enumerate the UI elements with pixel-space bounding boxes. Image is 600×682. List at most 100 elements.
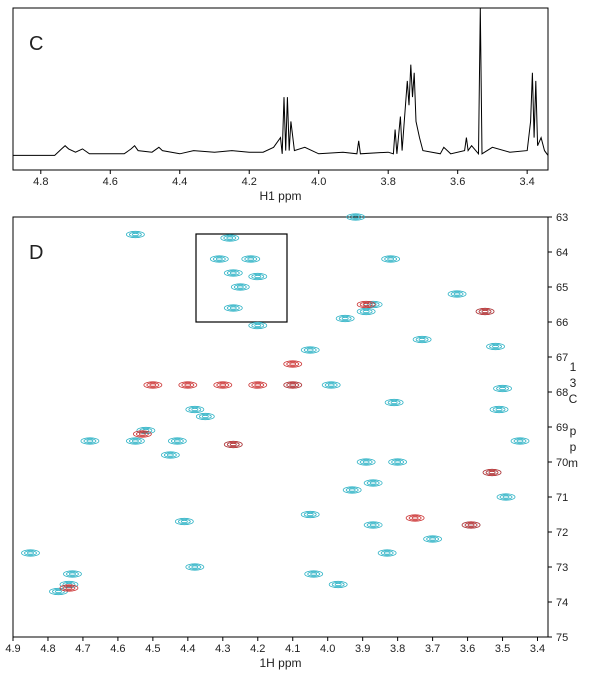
peak-contour (62, 585, 76, 591)
peak-contour (223, 269, 243, 277)
peak (510, 437, 530, 445)
peak (377, 549, 397, 557)
peak-contour (356, 300, 376, 309)
peak-contour (24, 550, 37, 556)
peak-contour (341, 316, 349, 321)
peak-contour (52, 588, 65, 595)
x-tick-label: 4.3 (215, 643, 230, 655)
peak (412, 335, 432, 344)
peak-contour (149, 383, 157, 387)
peak-contour (289, 362, 297, 366)
peak-contour (254, 274, 262, 279)
peak-contour (251, 382, 265, 388)
peak-contour (251, 322, 265, 329)
peak-contour (467, 523, 475, 527)
peak-contour (216, 382, 230, 388)
peak (209, 255, 229, 263)
peak (328, 580, 348, 589)
peak-contour (132, 430, 152, 438)
peak-contour (229, 306, 237, 310)
peak (482, 468, 502, 477)
peak-contour (215, 257, 223, 261)
y-tick-label: 63 (556, 212, 568, 224)
x-tick-label: 3.6 (460, 643, 475, 655)
peak-contour (387, 257, 395, 261)
peak-contour (453, 292, 461, 296)
y-axis-label: 13C ppm (566, 360, 580, 472)
peak-contour (135, 431, 149, 437)
y-tick-label: 73 (556, 562, 568, 574)
peak (248, 272, 268, 281)
peak-contour (450, 291, 464, 297)
peak-contour (306, 512, 314, 517)
peak-contour (220, 234, 240, 242)
peak-contour (21, 549, 40, 557)
peak-contour (59, 580, 79, 589)
peak-contour (390, 400, 398, 405)
y-tick-label: 68 (556, 387, 568, 399)
x-tick-label: 3.6 (450, 176, 465, 188)
peak-contour (178, 381, 198, 389)
peak-contour (300, 346, 320, 354)
peak-contour (226, 441, 240, 448)
peak-contour (363, 521, 383, 529)
peak-contour (513, 438, 527, 444)
peak-contour (415, 336, 429, 343)
x-tick-label: 3.4 (520, 176, 535, 188)
peak-contour (195, 412, 215, 421)
peak-contour (177, 518, 191, 525)
peak-contour (230, 283, 250, 291)
peak-contour (408, 515, 422, 521)
peak-contour (66, 571, 79, 577)
peak-contour (342, 486, 362, 494)
peak-contour (363, 479, 383, 487)
peak (321, 381, 341, 389)
peak-contour (209, 255, 229, 263)
peak-contour (327, 383, 335, 387)
peak (248, 321, 268, 330)
peak (174, 517, 194, 526)
peak-contour (248, 381, 268, 389)
peak (167, 437, 187, 445)
peak (356, 458, 376, 466)
peak (248, 381, 268, 389)
x-tick-label: 4.2 (250, 643, 265, 655)
peak (160, 451, 180, 459)
peak-contour (128, 231, 142, 238)
peak-contour (426, 536, 440, 542)
peak-contour (185, 405, 205, 414)
peak (475, 307, 495, 316)
peak-contour (346, 213, 366, 221)
peak-contour (369, 481, 377, 485)
peak-contour (173, 439, 181, 443)
peak-contour (324, 382, 338, 388)
peak-contour (303, 511, 317, 518)
peak (220, 234, 240, 242)
peak-contour (387, 399, 401, 406)
x-tick-label: 3.7 (425, 643, 440, 655)
peak-contour (300, 510, 320, 519)
peak-contour (335, 314, 355, 323)
x-tick-label: 4.2 (242, 176, 257, 188)
peak (223, 304, 243, 312)
x-axis-label: H1 ppm (259, 189, 301, 203)
peak-contour (412, 335, 432, 344)
peak-contour (188, 406, 202, 413)
peak-contour (283, 360, 303, 368)
x-tick-label: 4.8 (40, 643, 55, 655)
peak-contour (138, 432, 146, 436)
peak-contour (482, 468, 502, 477)
peak-contour (411, 516, 419, 520)
peak-contour (163, 452, 177, 458)
peak-contour (247, 257, 255, 261)
peak (363, 521, 383, 529)
peak-contour (83, 438, 97, 444)
peak-contour (167, 437, 187, 445)
peak (489, 405, 509, 414)
peak-contour (369, 523, 377, 527)
peak (384, 398, 404, 407)
peak-contour (304, 570, 324, 578)
peak (21, 549, 40, 557)
